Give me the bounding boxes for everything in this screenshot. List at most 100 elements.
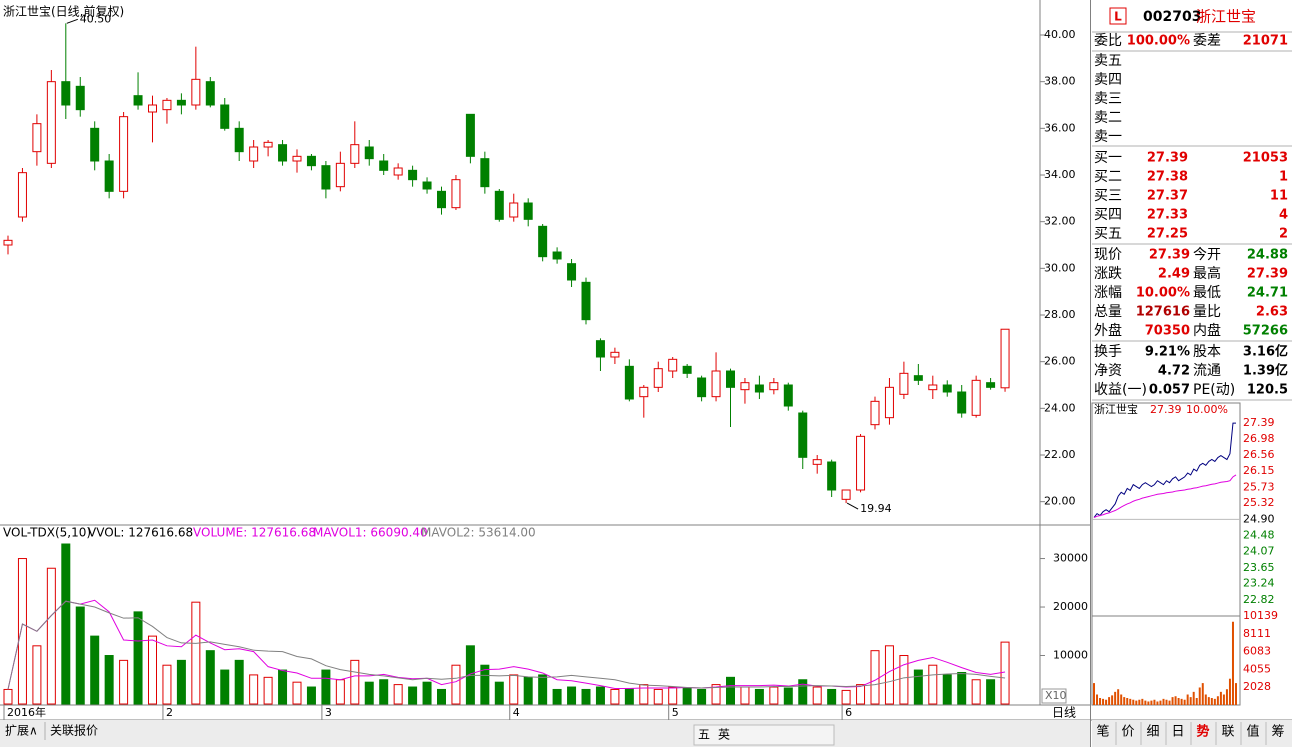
candle-body <box>870 400 880 426</box>
volume-bar <box>104 655 114 705</box>
volume-bar <box>552 688 562 705</box>
candle-body <box>942 384 952 393</box>
volume-bar <box>3 688 13 705</box>
y-tick-label: 24.00 <box>1044 401 1076 414</box>
bid-label: 买五 <box>1094 226 1122 242</box>
side-tab[interactable]: 联 <box>1221 725 1234 740</box>
intraday-price: 27.39 <box>1150 403 1182 416</box>
candle-body <box>827 461 837 491</box>
candle-body <box>538 225 548 258</box>
indicator-title: VOL-TDX(5,10) <box>3 526 91 540</box>
candle-body <box>682 365 692 374</box>
stat-label: 今开 <box>1193 247 1221 263</box>
fund-label: 收益(一) <box>1094 382 1147 398</box>
candle-body <box>610 351 620 358</box>
y-tick-label: 26.00 <box>1044 355 1076 368</box>
bid-label: 买四 <box>1094 207 1122 223</box>
volume-bar <box>364 681 374 705</box>
y-tick-label: 26.15 <box>1243 464 1275 477</box>
side-tab[interactable]: 日 <box>1171 725 1184 740</box>
bid-price: 27.25 <box>1147 227 1188 242</box>
volume-bar <box>162 664 172 705</box>
fund-label: PE(动) <box>1193 382 1235 398</box>
side-tab[interactable]: 价 <box>1121 725 1134 740</box>
toolbar-button[interactable]: 英 <box>718 728 730 742</box>
candle-body <box>783 384 793 407</box>
candle-body <box>509 202 519 218</box>
x-tick-label: 4 <box>513 706 520 719</box>
bid-price: 27.38 <box>1147 170 1188 185</box>
candle-body <box>668 358 678 372</box>
volume-bar <box>17 558 27 705</box>
candle-body <box>3 239 13 246</box>
side-tab-bar <box>1092 720 1292 747</box>
period-label: 日线 <box>1052 706 1076 720</box>
ask-label: 卖五 <box>1094 53 1122 69</box>
fund-value: 4.72 <box>1158 364 1190 379</box>
legend-entry: MAVOL2: 53614.00 <box>421 526 536 540</box>
candle-body <box>552 251 562 260</box>
stat-value: 2.49 <box>1158 267 1190 282</box>
candle-body <box>769 382 779 391</box>
stat-value: 27.39 <box>1247 267 1288 282</box>
side-tab[interactable]: 筹 <box>1271 724 1284 740</box>
stat-label: 外盘 <box>1094 322 1122 339</box>
stat-value: 57266 <box>1243 324 1288 339</box>
y-tick-label: 26.56 <box>1243 448 1275 461</box>
volume-bar <box>205 650 215 705</box>
y-tick-label: 36.00 <box>1044 121 1076 134</box>
tab[interactable]: 扩展∧ <box>5 724 38 738</box>
bid-price: 27.39 <box>1147 151 1188 166</box>
volume-bar <box>957 671 967 705</box>
volume-bar <box>234 659 244 705</box>
volume-bar <box>942 674 952 705</box>
stat-label: 涨幅 <box>1094 285 1122 301</box>
tab-bar <box>0 720 1090 747</box>
stat-value: 127616 <box>1136 305 1190 320</box>
volume-bar <box>379 679 389 705</box>
volume-bar <box>624 687 634 705</box>
volume-bar <box>740 686 750 705</box>
x-tick-label: 5 <box>672 706 679 719</box>
side-tab[interactable]: 势 <box>1196 724 1209 740</box>
bid-volume: 2 <box>1279 227 1288 242</box>
stat-value: 2.63 <box>1256 305 1288 320</box>
candle-body <box>812 459 822 465</box>
volume-bar <box>913 669 923 705</box>
stat-label: 现价 <box>1094 247 1122 263</box>
volume-label: VOLUME: 127616.68 <box>193 526 316 540</box>
side-tab[interactable]: 细 <box>1146 725 1159 740</box>
volume-bar <box>321 669 331 705</box>
side-tab[interactable]: 值 <box>1246 724 1259 740</box>
candle-body <box>379 160 389 171</box>
stock-code: 002703 <box>1143 9 1201 25</box>
candle-body <box>263 141 273 148</box>
volume-bar <box>884 645 894 705</box>
tab[interactable]: 关联报价 <box>50 723 98 738</box>
candle-body <box>957 391 967 414</box>
side-tab[interactable]: 笔 <box>1096 724 1109 740</box>
y-tick-label: 20.00 <box>1044 495 1076 508</box>
candle-body <box>986 382 996 388</box>
volume-bar <box>220 669 230 705</box>
bid-volume: 21053 <box>1243 151 1288 166</box>
volume-bar <box>133 611 143 705</box>
volume-bar <box>75 606 85 705</box>
y-tick-label: 22.00 <box>1044 448 1076 461</box>
candle-body <box>32 123 42 153</box>
volume-bar <box>567 686 577 705</box>
stat-label: 内盘 <box>1193 322 1221 339</box>
toolbar-button[interactable]: 五 <box>698 728 710 742</box>
mavol-line <box>7 600 1006 690</box>
candle-body <box>306 155 316 167</box>
ask-label: 卖二 <box>1094 110 1122 126</box>
bid-volume: 11 <box>1270 189 1288 204</box>
value: 21071 <box>1243 34 1288 49</box>
candle-body <box>798 412 808 458</box>
volume-bar <box>711 684 721 705</box>
scale-label: X10 <box>1045 689 1067 702</box>
stat-value: 10.00% <box>1136 286 1190 301</box>
stat-value: 24.88 <box>1247 248 1288 263</box>
candle-body <box>639 386 649 398</box>
candle-body <box>624 365 634 400</box>
